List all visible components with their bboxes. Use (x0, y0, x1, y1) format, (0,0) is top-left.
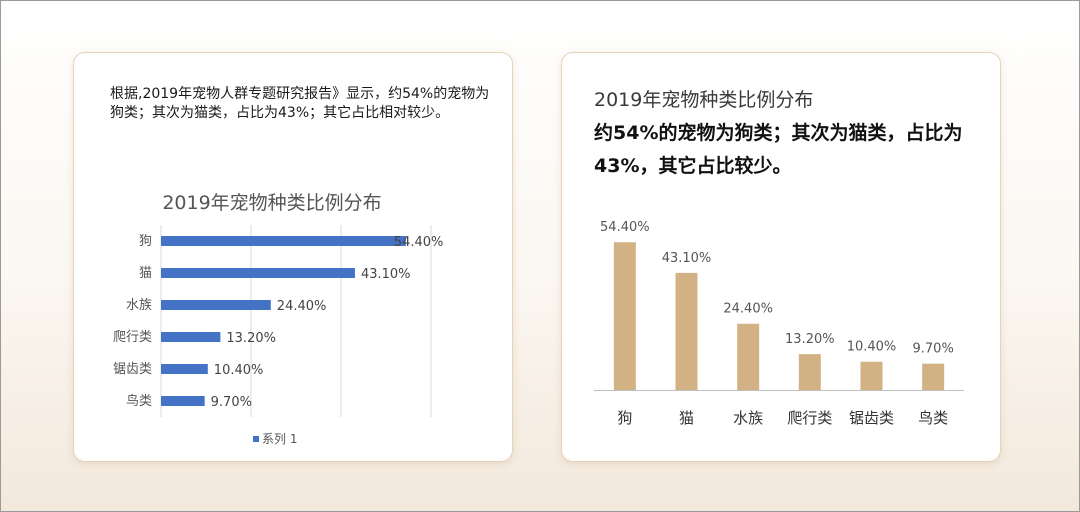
category-label: 爬行类 (787, 409, 832, 427)
category-label: 猫 (679, 409, 694, 427)
category-label: 鸟类 (126, 393, 152, 409)
bar (161, 236, 406, 246)
legend-swatch (253, 436, 259, 442)
data-label: 9.70% (913, 342, 954, 357)
left-chart-title: 2019年宠物种类比例分布 (162, 192, 381, 214)
right-bar-chart: 54.40% 狗 43.10% 猫 24.40% 水族 13.20% 爬行类 10.40% 锯齿类… (594, 220, 964, 427)
left-chart-gridlines (160, 225, 432, 417)
data-label: 10.40% (847, 340, 897, 355)
left-card: 根据,2019年宠物人群专题研究报告》显示，约54%的宠物为狗类；其次为猫类，占… (73, 52, 513, 462)
data-label: 10.40% (214, 363, 264, 378)
data-label: 13.20% (226, 331, 276, 346)
data-label: 43.10% (361, 267, 411, 282)
data-label: 54.40% (394, 235, 444, 250)
right-chart-title: 2019年宠物种类比例分布 (594, 89, 814, 111)
category-label: 锯齿类 (849, 409, 894, 427)
data-label: 43.10% (662, 251, 712, 266)
legend-series-name: 系列 1 (262, 432, 297, 446)
category-label: 水族 (733, 409, 763, 427)
data-label: 24.40% (277, 299, 327, 314)
bar (161, 364, 208, 374)
data-label: 13.20% (785, 332, 835, 347)
right-chart-bars: 54.40% 狗 43.10% 猫 24.40% 水族 13.20% 爬行类 10.40% 锯齿类… (600, 220, 954, 427)
bar (161, 332, 221, 342)
category-label: 狗 (617, 409, 632, 427)
data-label: 54.40% (600, 220, 650, 235)
bar (922, 363, 945, 390)
right-description: 约54%的宠物为狗类；其次为猫类，占比为43%，其它占比较少。 (594, 122, 963, 177)
left-chart-bars: 狗 54.40% 猫 43.10% 水族 24.40% 爬行类 13.20% 锯齿类 10.40%… (113, 234, 443, 410)
bar (860, 361, 883, 390)
category-label: 鸟类 (918, 409, 948, 427)
category-label: 狗 (139, 234, 152, 249)
left-chart-legend: 系列 1 (253, 432, 297, 446)
bar (161, 268, 355, 278)
category-label: 爬行类 (113, 330, 152, 345)
category-label: 水族 (126, 297, 152, 313)
category-label: 猫 (139, 266, 152, 281)
left-bar-chart: 2019年宠物种类比例分布 狗 54.40% 猫 43.10% 水族 24.40% 爬行类 1… (113, 192, 443, 446)
bar (613, 242, 636, 390)
bar (675, 272, 698, 390)
bar (798, 354, 821, 390)
right-card: 2019年宠物种类比例分布 约54%的宠物为狗类；其次为猫类，占比为43%，其它… (561, 52, 1001, 462)
bar (161, 300, 271, 310)
data-label: 9.70% (211, 395, 252, 410)
left-description: 根据,2019年宠物人群专题研究报告》显示，约54%的宠物为狗类；其次为猫类，占… (110, 86, 490, 121)
data-label: 24.40% (723, 302, 773, 317)
bar (737, 323, 760, 390)
category-label: 锯齿类 (113, 362, 152, 377)
bar (161, 396, 205, 406)
